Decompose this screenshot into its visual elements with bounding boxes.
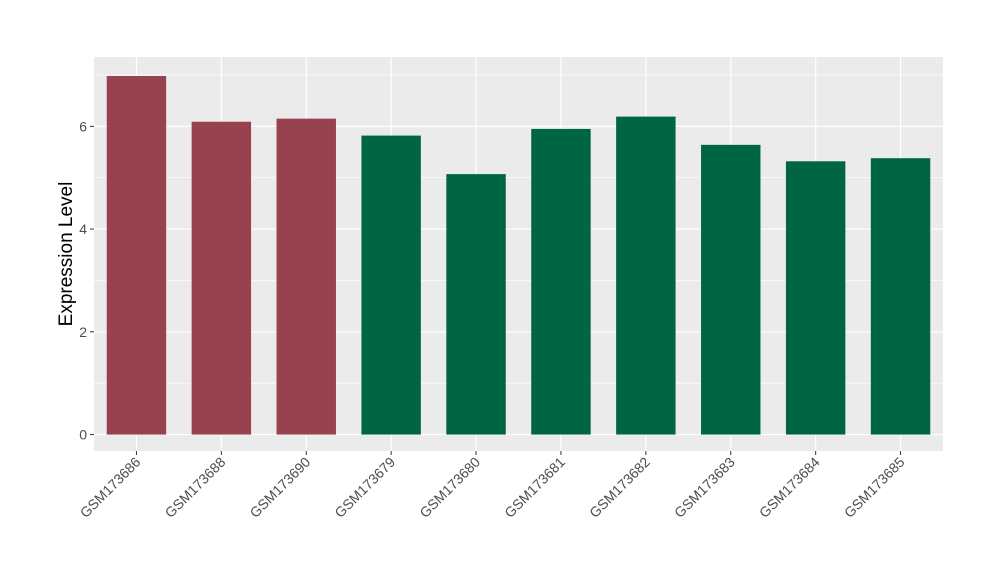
x-tick-label: GSM173685 [841, 454, 908, 521]
x-tick-label: GSM173690 [246, 454, 313, 521]
bar [446, 174, 506, 435]
y-tick-label: 0 [79, 427, 87, 443]
x-tick-label: GSM173688 [162, 454, 229, 521]
x-tick-label: GSM173684 [756, 454, 823, 521]
bars [106, 76, 931, 435]
y-tick-label: 4 [79, 221, 87, 237]
x-tick-label: GSM173683 [671, 454, 738, 521]
bar [191, 121, 252, 435]
bar [785, 161, 846, 435]
y-axis: 0 2 4 6 [79, 118, 94, 443]
x-tick-label: GSM173679 [331, 454, 398, 521]
bar [106, 76, 167, 435]
x-tick-label: GSM173686 [77, 454, 144, 521]
bar [361, 135, 421, 435]
bar [701, 144, 761, 435]
y-tick-label: 2 [79, 324, 87, 340]
bar [531, 128, 591, 435]
x-tick-label: GSM173681 [501, 454, 568, 521]
x-tick-label: GSM173682 [586, 454, 653, 521]
bar [870, 158, 931, 435]
y-tick-label: 6 [79, 118, 87, 134]
y-axis-title: Expression Level [56, 182, 77, 327]
bar [616, 116, 676, 435]
bar [276, 118, 336, 435]
x-axis: GSM173686 GSM173688 GSM173690 GSM173679 GSM1… [77, 451, 908, 521]
x-tick-label: GSM173680 [416, 454, 483, 521]
